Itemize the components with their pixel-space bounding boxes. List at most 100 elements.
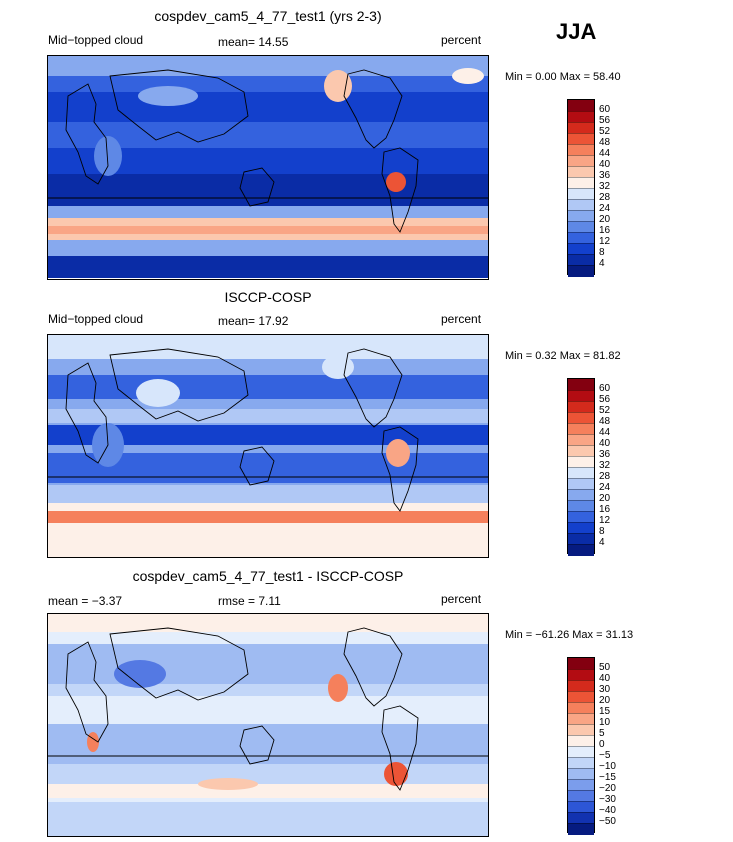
- colorbar-bin: [568, 691, 594, 703]
- map-field: [48, 614, 488, 836]
- colorbar-bin: [568, 823, 594, 835]
- southern-ocean-positive: [198, 778, 258, 790]
- colorbar-tick-label: 50: [599, 662, 611, 673]
- map-field: [48, 335, 488, 557]
- colorbar-diff: [567, 657, 595, 835]
- coastline-outline: [65, 83, 109, 185]
- colorbar-bin: [568, 434, 594, 446]
- storm-track-band: [48, 764, 488, 784]
- colorbar-bin: [568, 801, 594, 813]
- season-label: JJA: [556, 19, 597, 44]
- colorbar-tick-label: 36: [599, 170, 611, 181]
- colorbar-bin: [568, 478, 594, 490]
- antarctic-margin: [48, 240, 488, 256]
- colorbar-tick-label: 10: [599, 717, 611, 728]
- colorbar-tick-label: 48: [599, 137, 611, 148]
- colorbar-tick-label: 52: [599, 126, 611, 137]
- colorbar-bin: [568, 812, 594, 824]
- coastline-outline: [109, 627, 249, 701]
- colorbar-tick-label: 44: [599, 427, 611, 438]
- africa-region: [94, 136, 122, 176]
- colorbar-bin: [568, 713, 594, 725]
- colorbar-bin: [568, 390, 594, 402]
- andes-max: [386, 172, 406, 192]
- coastline-outline: [343, 348, 403, 428]
- rmse-label: rmse = 7.11: [218, 594, 281, 608]
- colorbar-tick-label: 20: [599, 695, 611, 706]
- colorbar-tick-label: −20: [599, 783, 616, 794]
- colorbar-tick-label: 40: [599, 159, 611, 170]
- colorbar-bin: [568, 423, 594, 435]
- coastline-outline: [239, 725, 275, 765]
- colorbar-bin: [568, 445, 594, 457]
- units-label: percent: [441, 33, 482, 47]
- storm-track-band: [48, 485, 488, 503]
- colorbar-bin: [568, 122, 594, 134]
- coastline-outline: [239, 167, 275, 207]
- colorbar-tick-label: 16: [599, 504, 611, 515]
- colorbar-bin: [568, 533, 594, 545]
- north-pacific-max: [322, 355, 354, 379]
- arctic-band: [48, 614, 488, 632]
- colorbar-bin: [568, 669, 594, 681]
- variable-label: Mid−topped cloud: [48, 312, 144, 326]
- colorbar-tick-label: 24: [599, 203, 611, 214]
- antarctic-band: [48, 523, 488, 557]
- coastline-outline: [381, 426, 419, 512]
- colorbar-bin: [568, 111, 594, 123]
- southern-ocean-peak: [48, 511, 488, 523]
- colorbar-bin: [568, 188, 594, 200]
- antarctic-band: [48, 256, 488, 278]
- colorbar-tick-label: −40: [599, 805, 616, 816]
- colorbar-tick-label: −10: [599, 761, 616, 772]
- colorbar-tick-label: 20: [599, 214, 611, 225]
- colorbar-bin: [568, 133, 594, 145]
- south-america-positive: [384, 762, 408, 786]
- colorbar-bin: [568, 221, 594, 233]
- minmax-label: Min = 0.00 Max = 58.40: [505, 71, 621, 83]
- panel-title: cospdev_cam5_4_77_test1 - ISCCP-COSP: [132, 568, 404, 584]
- map-obs: [47, 334, 489, 558]
- mean-label: mean= 14.55: [218, 35, 289, 49]
- greenland-region: [452, 68, 484, 84]
- southern-ocean-band: [48, 784, 488, 798]
- colorbar-tick-label: 40: [599, 438, 611, 449]
- colorbar-tick-label: 8: [599, 247, 605, 258]
- coastline-outline: [239, 446, 275, 486]
- subtropical-band: [48, 375, 488, 399]
- east-pacific-positive: [328, 674, 348, 702]
- colorbar-bin: [568, 412, 594, 424]
- subtropical-band: [48, 92, 488, 122]
- colorbar-tick-label: 16: [599, 225, 611, 236]
- units-label: percent: [441, 312, 482, 326]
- colorbar-bin: [568, 199, 594, 211]
- coastline-outline: [343, 627, 403, 707]
- colorbar-bin: [568, 177, 594, 189]
- antarctic-band: [48, 802, 488, 836]
- coastline-outline: [381, 147, 419, 233]
- panel-title: cospdev_cam5_4_77_test1 (yrs 2-3): [154, 8, 382, 24]
- colorbar-bin: [568, 254, 594, 266]
- colorbar-bin: [568, 522, 594, 534]
- southern-ocean-peak: [48, 226, 488, 234]
- mean-label: mean= 17.92: [218, 314, 289, 328]
- map-diff: [47, 613, 489, 837]
- colorbar-tick-label: 36: [599, 449, 611, 460]
- itcz-band: [48, 684, 488, 696]
- coastline-outline: [343, 69, 403, 149]
- colorbar-bin: [568, 757, 594, 769]
- storm-track-band: [48, 206, 488, 220]
- colorbar-bin: [568, 680, 594, 692]
- southern-subtropic-band: [48, 174, 488, 210]
- colorbar-bin: [568, 779, 594, 791]
- colorbar-tick-label: 30: [599, 684, 611, 695]
- asia-region: [138, 86, 198, 106]
- colorbar-tick-label: 12: [599, 236, 611, 247]
- colorbar-tick-label: 28: [599, 192, 611, 203]
- units-label: percent: [441, 592, 482, 606]
- colorbar-tick-label: 40: [599, 673, 611, 684]
- colorbar-bin: [568, 544, 594, 556]
- colorbar-tick-label: 52: [599, 405, 611, 416]
- colorbar-bin: [568, 768, 594, 780]
- colorbar-tick-label: 60: [599, 383, 611, 394]
